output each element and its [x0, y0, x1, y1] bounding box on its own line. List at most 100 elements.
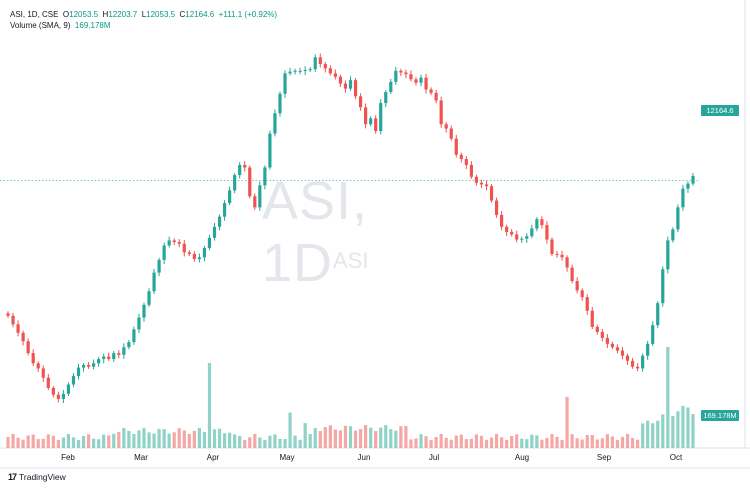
volume-bar — [107, 435, 111, 448]
candle-body — [429, 89, 433, 93]
candle-body — [11, 315, 15, 325]
volume-bar — [414, 438, 418, 448]
volume-bars — [6, 346, 695, 448]
candle-body — [248, 167, 252, 197]
volume-bar — [510, 435, 514, 448]
candle-body — [348, 80, 353, 89]
volume-bar — [656, 420, 660, 448]
candle-body — [610, 343, 615, 348]
volume-bar — [585, 435, 589, 448]
volume-bar — [117, 431, 121, 448]
volume-bar — [253, 434, 257, 448]
volume-bar — [187, 433, 191, 448]
volume-bar — [646, 420, 650, 448]
candle-body — [434, 92, 438, 101]
candle-body — [132, 329, 136, 343]
candle-body — [157, 259, 161, 273]
volume-bar — [671, 415, 675, 448]
candle-body — [61, 393, 66, 399]
volume-bar — [429, 439, 433, 448]
candle-body — [641, 355, 645, 369]
volume-bar — [197, 428, 201, 448]
volume-bar — [36, 439, 40, 448]
candle-body — [228, 190, 232, 204]
candle-body — [177, 242, 181, 244]
volume-bar — [303, 423, 307, 448]
volume-bar — [454, 435, 458, 448]
tradingview-logo[interactable]: 17 TradingView — [8, 472, 66, 482]
volume-bar — [323, 427, 327, 448]
volume-bar — [258, 437, 262, 448]
volume-bar — [651, 423, 655, 448]
candle-body — [41, 368, 45, 378]
candle-body — [323, 64, 327, 69]
volume-bar — [570, 434, 574, 448]
volume-bar — [202, 431, 207, 448]
volume-bar — [328, 425, 332, 448]
candle-body — [635, 366, 640, 369]
legend-low: 12053.5 — [146, 10, 176, 19]
legend-volume[interactable]: Volume (SMA, 9) 169.178M — [10, 21, 111, 30]
time-axis-label: Feb — [61, 453, 75, 462]
candle-body — [212, 226, 217, 238]
volume-bar — [525, 439, 529, 448]
legend-open: 12053.5 — [69, 10, 99, 19]
candle-body — [646, 343, 650, 356]
candle-body — [97, 359, 101, 364]
candle-body — [222, 203, 227, 217]
candle-body — [615, 347, 620, 351]
volume-bar — [152, 433, 156, 448]
legend-main-series[interactable]: ASI, 1D, CSE O12053.5 H12203.7 L12053.5 … — [10, 10, 277, 19]
candle-body — [545, 225, 549, 240]
candle-body — [293, 70, 297, 72]
candle-body — [207, 237, 212, 249]
candle-body — [263, 167, 267, 186]
legend-open-label: O — [62, 10, 70, 19]
volume-bar — [409, 439, 413, 448]
volume-bar — [46, 434, 50, 448]
candle-body — [21, 332, 25, 342]
candle-body — [308, 69, 312, 71]
legend-low-label: L — [141, 10, 147, 19]
volume-bar — [268, 435, 272, 448]
candle-body — [374, 118, 378, 132]
candle-body — [520, 238, 524, 240]
time-axis-label: Mar — [134, 453, 148, 462]
volume-bar — [353, 430, 358, 448]
volume-bar — [469, 438, 473, 448]
legend-high: 12203.7 — [108, 10, 138, 19]
candle-body — [379, 103, 383, 132]
volume-bar — [399, 426, 403, 448]
volume-bar — [464, 439, 468, 448]
candle-body — [464, 159, 468, 165]
candle-body — [419, 77, 423, 83]
candle-body — [298, 70, 302, 72]
volume-bar — [520, 438, 524, 448]
tradingview-logo-icon: 17 — [8, 472, 17, 482]
candle-body — [404, 72, 408, 75]
volume-bar — [459, 434, 463, 448]
candle-body — [500, 214, 504, 227]
candle-body — [6, 313, 10, 316]
volume-bar — [167, 433, 171, 448]
tradingview-logo-text: TradingView — [19, 472, 66, 482]
volume-bar — [555, 436, 559, 448]
legend-high-label: H — [102, 10, 109, 19]
volume-bar — [600, 438, 604, 448]
candle-body — [303, 69, 307, 71]
volume-bar — [434, 437, 438, 448]
volume-bar — [127, 430, 131, 448]
volume-bar — [691, 414, 695, 448]
volume-bar — [615, 439, 620, 448]
candle-body — [358, 96, 363, 108]
candle-body — [489, 186, 494, 201]
candle-body — [152, 272, 156, 292]
volume-bar — [484, 439, 489, 448]
candle-body — [656, 303, 660, 326]
candle-body — [343, 83, 348, 89]
volume-bar — [500, 437, 504, 448]
candle-body — [313, 57, 317, 70]
candle-body — [278, 93, 282, 114]
volume-bar — [71, 437, 76, 448]
